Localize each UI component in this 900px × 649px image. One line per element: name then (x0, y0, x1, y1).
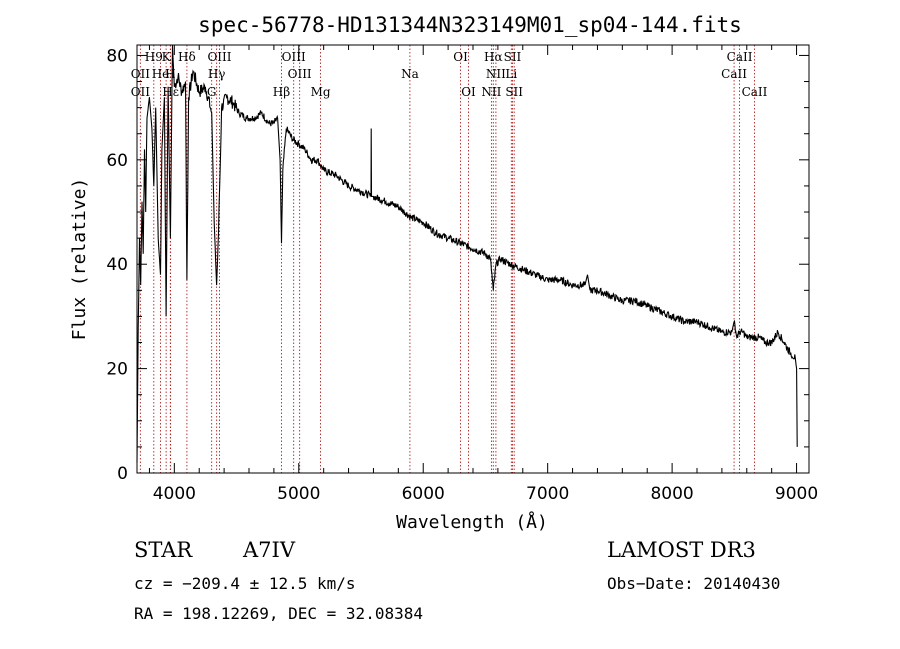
line-label-5: Hε (162, 85, 179, 99)
line-label-24: CaII (727, 50, 753, 64)
line-label-8: G (207, 85, 217, 99)
line-label-20: NII (486, 67, 506, 81)
line-label-2: OII (131, 85, 151, 99)
y-tick-label-0: 0 (117, 464, 128, 484)
line-label-16: OI (453, 50, 468, 64)
redshift-info: cz = −209.4 ± 12.5 km/s (134, 574, 356, 593)
y-tick-label-80: 80 (106, 46, 128, 66)
line-label-22: NII (481, 85, 501, 99)
survey-name: LAMOST DR3 (607, 538, 756, 562)
line-label-18: Hα (484, 50, 503, 64)
line-label-23: SII (505, 85, 523, 99)
y-tick-label-40: 40 (106, 255, 128, 275)
line-label-10: Hγ (208, 67, 226, 81)
x-tick-label-6000: 6000 (402, 484, 445, 504)
line-label-9: OIII (207, 50, 231, 64)
x-tick-label-4000: 4000 (153, 484, 196, 504)
spectrum-line (136, 44, 798, 463)
y-tick-label-20: 20 (106, 360, 128, 380)
obs-date: Obs−Date: 20140430 (607, 574, 781, 593)
x-axis-ticks: 4000 5000 6000 7000 8000 9000 (148, 45, 818, 504)
spectral-line-labels: H9 OII OII K He Hε HδH G OIII Hγ OIII OIII Hβ Mg Na OI O… (131, 50, 768, 99)
line-label-25: CaII (721, 67, 747, 81)
x-axis-label: Wavelength (Å) (396, 511, 548, 533)
x-tick-label-5000: 5000 (277, 484, 320, 504)
line-label-1: OII (131, 67, 151, 81)
y-axis-label: Flux (relative) (69, 178, 90, 341)
y-tick-label-60: 60 (106, 151, 128, 171)
line-label-13: Hβ (273, 85, 290, 99)
line-label-15: Na (401, 67, 419, 81)
chart-title: spec-56778-HD131344N323149M01_sp04-144.f… (198, 13, 742, 37)
line-label-19: SII (504, 50, 522, 64)
line-label-11: OIII (282, 50, 306, 64)
line-label-21: Li (505, 67, 517, 81)
line-label-3: K (162, 50, 172, 64)
line-label-6: Hδ (178, 50, 196, 64)
spectral-line-markers (139, 45, 755, 473)
x-tick-label-9000: 9000 (775, 484, 818, 504)
line-label-17: OI (461, 85, 476, 99)
line-label-0: H9 (145, 50, 163, 64)
x-tick-label-7000: 7000 (526, 484, 569, 504)
line-label-12: OIII (288, 67, 312, 81)
y-axis-ticks: 0 20 40 60 80 (106, 46, 809, 484)
object-type: STAR (134, 538, 193, 562)
x-tick-label-8000: 8000 (650, 484, 693, 504)
line-label-26: CaII (742, 85, 768, 99)
line-label-4: He (152, 67, 170, 81)
spectral-class: A7IV (243, 538, 295, 562)
line-label-7: H (165, 67, 175, 81)
line-label-14: Mg (311, 85, 331, 99)
coordinates: RA = 198.12269, DEC = 32.08384 (134, 604, 423, 623)
